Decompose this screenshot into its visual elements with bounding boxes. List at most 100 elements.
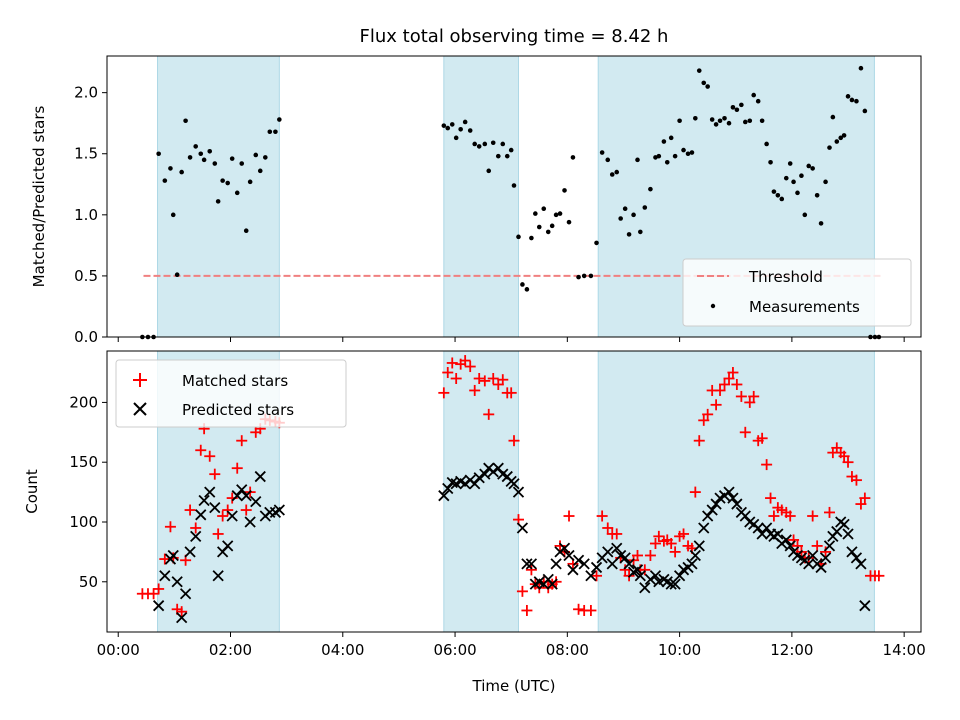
measurement-point xyxy=(722,116,727,121)
predicted-star-point xyxy=(693,540,705,552)
predicted-star-point xyxy=(673,570,686,582)
measurement-point xyxy=(545,229,551,235)
predicted-star-point xyxy=(756,528,768,540)
predicted-star-point xyxy=(739,510,751,522)
predicted-star-point xyxy=(212,570,224,582)
plot-frame xyxy=(106,350,922,633)
y-tick-label: 2.0 xyxy=(74,84,98,102)
y-tick-label: 1.5 xyxy=(74,145,98,163)
predicted-star-point xyxy=(240,490,252,502)
x-tick-label: 00:00 xyxy=(97,641,140,659)
measurement-point xyxy=(277,117,282,122)
measurement-point xyxy=(453,135,459,141)
predicted-star-point xyxy=(204,486,216,498)
matched-star-point xyxy=(644,549,656,561)
measurement-point xyxy=(642,205,648,210)
predicted-star-point xyxy=(686,558,698,570)
y-tick-label: 50 xyxy=(79,573,98,591)
measurement-point xyxy=(225,180,230,186)
measurement-point xyxy=(570,155,576,160)
measurement-point xyxy=(253,152,259,158)
matched-star-point xyxy=(585,604,597,616)
observing-window-band xyxy=(157,55,280,338)
predicted-star-point xyxy=(516,522,529,534)
predicted-star-point xyxy=(226,510,238,522)
predicted-star-point xyxy=(198,494,210,507)
measurement-point xyxy=(193,144,198,149)
matched-star-point xyxy=(611,528,623,540)
predicted-star-point xyxy=(823,540,836,552)
matched-star-point xyxy=(164,521,176,533)
matched-star-point xyxy=(464,361,476,373)
y-tick-label: 0.0 xyxy=(74,328,98,346)
measurement-point xyxy=(486,168,492,174)
measurement-point xyxy=(661,139,667,144)
matched-star-point xyxy=(756,432,768,444)
matched-star-point xyxy=(850,474,862,486)
predicted-star-point xyxy=(727,492,739,504)
predicted-star-point xyxy=(772,528,784,540)
predicted-star-point xyxy=(585,570,597,582)
predicted-star-point xyxy=(209,502,221,514)
matched-star-point xyxy=(240,504,252,516)
measurement-point xyxy=(717,118,723,124)
chart-title: Flux total observing time = 8.42 h xyxy=(360,26,669,47)
matched-star-point xyxy=(653,530,665,542)
matched-star-point xyxy=(619,564,631,576)
measurement-point xyxy=(862,108,868,114)
y-axis-label: Matched/Predicted stars xyxy=(30,106,48,288)
matched-star-point xyxy=(739,426,751,438)
measurement-point xyxy=(234,190,240,196)
predicted-star-point xyxy=(846,546,858,558)
matched-star-point xyxy=(505,387,517,399)
predicted-star-point xyxy=(689,549,701,562)
predicted-star-point xyxy=(479,468,491,480)
predicted-star-point xyxy=(590,561,603,574)
predicted-star-point xyxy=(634,570,646,582)
measurement-point xyxy=(626,232,632,237)
measurement-point xyxy=(739,102,744,108)
predicted-star-point xyxy=(855,558,867,570)
matched-star-point xyxy=(765,492,777,504)
measurement-point xyxy=(511,183,517,188)
matched-star-point xyxy=(525,564,537,576)
measurement-point xyxy=(775,192,781,198)
predicted-star-point xyxy=(842,528,854,540)
matched-star-point xyxy=(222,504,234,516)
measurement-point xyxy=(638,229,643,235)
measurement-point xyxy=(229,156,235,161)
matched-star-point xyxy=(469,384,481,396)
matched-star-point xyxy=(487,373,499,385)
predicted-star-point xyxy=(859,600,871,612)
predicted-star-point xyxy=(710,498,722,510)
x-tick-label: 14:00 xyxy=(883,641,926,659)
predicted-star-point xyxy=(176,612,188,624)
predicted-star-point xyxy=(167,549,179,562)
matched-star-point xyxy=(698,414,710,426)
predicted-star-point xyxy=(611,542,623,554)
measurement-point xyxy=(490,140,496,146)
measurement-point xyxy=(541,206,547,212)
measurement-point xyxy=(693,116,698,121)
measurement-point xyxy=(668,135,674,141)
measurement-point xyxy=(771,189,777,194)
matched-star-point xyxy=(719,378,731,390)
predicted-star-point xyxy=(702,510,714,522)
measurement-point xyxy=(562,188,567,193)
measurement-point xyxy=(838,135,844,141)
measurement-point xyxy=(524,287,530,292)
measurement-point xyxy=(830,114,836,120)
predicted-star-point xyxy=(190,530,202,542)
matched-star-point xyxy=(231,462,243,474)
matched-star-point xyxy=(727,367,739,379)
y-tick-label: 100 xyxy=(69,513,98,531)
x-tick-label: 12:00 xyxy=(770,641,813,659)
measurement-point xyxy=(257,168,263,174)
matched-star-point xyxy=(768,510,780,522)
predicted-star-point xyxy=(244,516,256,528)
measurement-point xyxy=(747,118,753,124)
measurement-point xyxy=(755,98,761,104)
measurement-point xyxy=(614,169,620,175)
measurement-point xyxy=(605,157,611,163)
